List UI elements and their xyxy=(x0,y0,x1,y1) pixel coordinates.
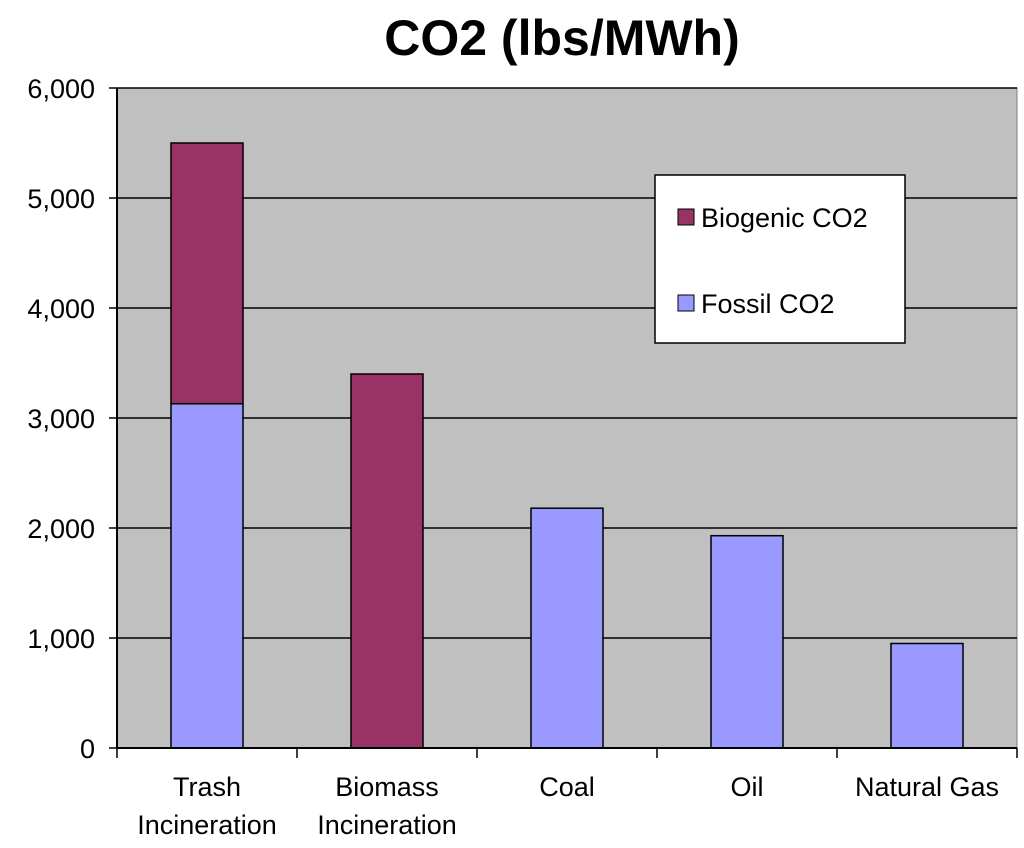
x-tick-label: Biomass xyxy=(335,772,439,802)
bars xyxy=(170,142,964,749)
bar-biogenic-co2-1 xyxy=(350,373,424,749)
chart-title: CO2 (lbs/MWh) xyxy=(384,10,740,66)
legend-box xyxy=(654,174,906,344)
y-tick-label: 0 xyxy=(80,734,95,764)
y-tick-label: 3,000 xyxy=(27,404,95,434)
x-tick-label: Natural Gas xyxy=(855,772,999,802)
y-axis-ticks: 0 1,000 2,000 3,000 4,000 5,000 6,000 xyxy=(27,74,117,764)
x-axis-ticks: Trash Incineration Biomass Incineration Coal… xyxy=(116,748,1018,840)
bar-fossil-co2-2 xyxy=(530,507,604,749)
y-tick-label: 2,000 xyxy=(27,514,95,544)
legend: Biogenic CO2 Fossil CO2 xyxy=(654,174,906,344)
legend-swatch-fossil xyxy=(677,294,695,312)
x-tick-label: Incineration xyxy=(317,810,457,840)
bar-fossil-co2-3 xyxy=(710,534,784,749)
y-tick-label: 1,000 xyxy=(27,624,95,654)
x-tick-label: Incineration xyxy=(137,810,277,840)
bar-fossil-co2-0 xyxy=(170,402,244,749)
y-tick-label: 6,000 xyxy=(27,74,95,104)
x-tick-label: Trash xyxy=(173,772,241,802)
y-tick-label: 5,000 xyxy=(27,184,95,214)
y-tick-label: 4,000 xyxy=(27,294,95,324)
gridlines xyxy=(117,87,1017,639)
legend-label-fossil: Fossil CO2 xyxy=(701,289,835,319)
x-tick-label: Coal xyxy=(539,772,595,802)
legend-swatch-biogenic xyxy=(677,208,695,226)
bar-biogenic-co2-0 xyxy=(170,142,244,405)
legend-label-biogenic: Biogenic CO2 xyxy=(701,203,868,233)
x-tick-label: Oil xyxy=(731,772,764,802)
bar-fossil-co2-4 xyxy=(890,642,964,749)
